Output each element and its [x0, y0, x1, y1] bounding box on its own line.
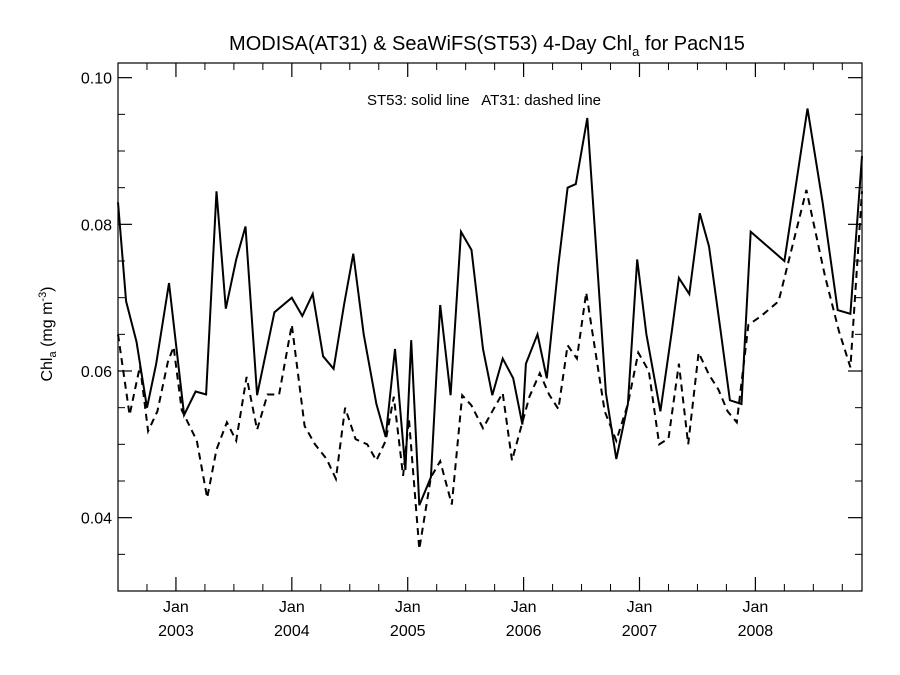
x-tick-year-label: 2007: [622, 623, 658, 640]
x-tick-month-label: Jan: [742, 599, 768, 616]
y-tick-label: 0.06: [81, 364, 112, 381]
axis-ticks: 0.04 0.06 0.08 0.10 Jan 2003 Jan 2004 Jan 2005 Jan…: [81, 63, 862, 640]
x-tick-month-label: Jan: [395, 599, 421, 616]
legend-note: ST53: solid line AT31: dashed line: [367, 92, 601, 109]
x-tick-month-label: Jan: [511, 599, 537, 616]
x-tick-year-label: 2005: [390, 623, 426, 640]
series-line-at31: [117, 189, 863, 550]
x-tick-year-label: 2004: [274, 623, 310, 640]
series-line-st53: [117, 108, 863, 506]
chart-title: MODISA(AT31) & SeaWiFS(ST53) 4-Day Chla …: [229, 33, 745, 59]
x-tick-month-label: Jan: [163, 599, 189, 616]
x-tick-year-label: 2006: [506, 623, 542, 640]
series-layer: [117, 108, 863, 550]
y-axis-label: Chla (mg m-3): [37, 286, 59, 381]
y-tick-label: 0.08: [81, 217, 112, 234]
x-tick-month-label: Jan: [627, 599, 653, 616]
plot-frame: [117, 62, 863, 592]
x-tick-month-label: Jan: [279, 599, 305, 616]
x-tick-year-label: 2003: [158, 623, 194, 640]
y-tick-label: 0.10: [81, 71, 112, 88]
x-tick-year-label: 2008: [738, 623, 774, 640]
y-tick-label: 0.04: [81, 511, 112, 528]
